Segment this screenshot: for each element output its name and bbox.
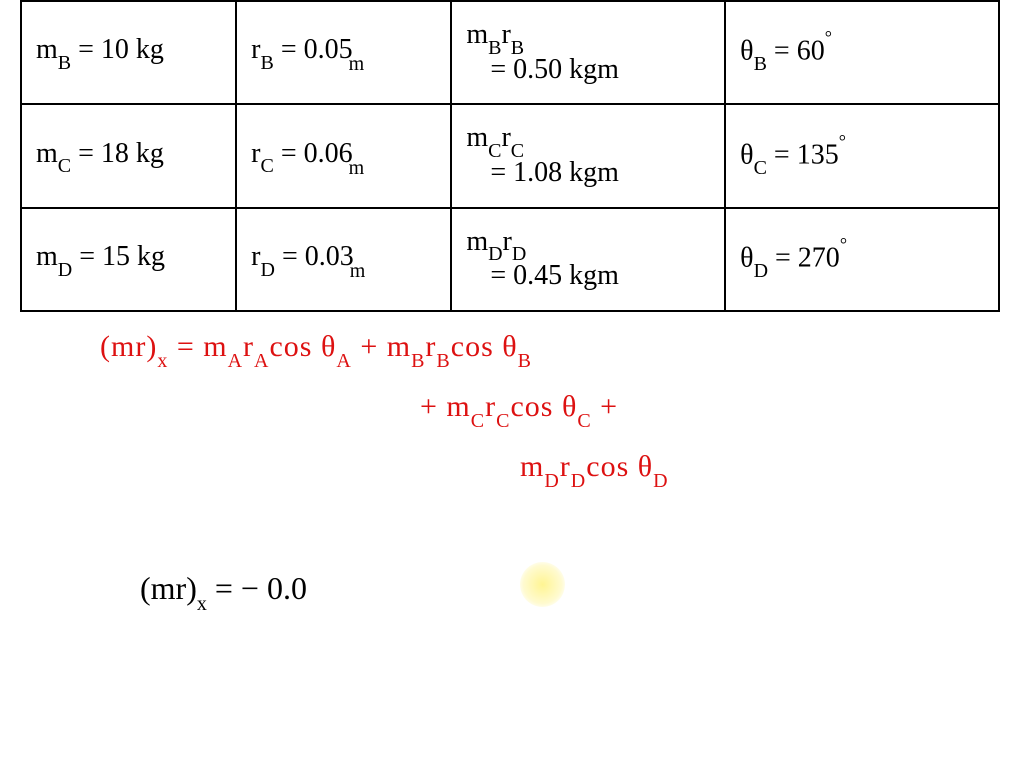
cell-product-b: mBrB = 0.50 kgm <box>451 1 725 104</box>
table-row: mC = 18 kg rC = 0.06m mCrC = 1.08 kgm θC… <box>21 104 999 207</box>
cell-mass-c: mC = 18 kg <box>21 104 236 207</box>
equation-red-line1: (mr)x = mArAcos θA + mBrBcos θB <box>100 330 532 369</box>
mass-radius-table: mB = 10 kg rB = 0.05m mBrB = 0.50 kgm θB… <box>20 0 1000 312</box>
cell-mass-b: mB = 10 kg <box>21 1 236 104</box>
table-row: mD = 15 kg rD = 0.03m mDrD = 0.45 kgm θD… <box>21 208 999 311</box>
data-table: mB = 10 kg rB = 0.05m mBrB = 0.50 kgm θB… <box>20 0 1000 312</box>
cell-radius-c: rC = 0.06m <box>236 104 451 207</box>
cell-radius-d: rD = 0.03m <box>236 208 451 311</box>
equation-black-result: (mr)x = − 0.0 <box>140 570 307 612</box>
equation-red-line2: + mCrCcos θC + <box>420 390 618 429</box>
cell-angle-d: θD = 270° <box>725 208 999 311</box>
cell-angle-b: θB = 60° <box>725 1 999 104</box>
cell-mass-d: mD = 15 kg <box>21 208 236 311</box>
cell-radius-b: rB = 0.05m <box>236 1 451 104</box>
cell-product-d: mDrD = 0.45 kgm <box>451 208 725 311</box>
equation-red-line3: mDrDcos θD <box>520 450 669 489</box>
cell-angle-c: θC = 135° <box>725 104 999 207</box>
cell-product-c: mCrC = 1.08 kgm <box>451 104 725 207</box>
cursor-highlight <box>520 562 565 607</box>
table-row: mB = 10 kg rB = 0.05m mBrB = 0.50 kgm θB… <box>21 1 999 104</box>
